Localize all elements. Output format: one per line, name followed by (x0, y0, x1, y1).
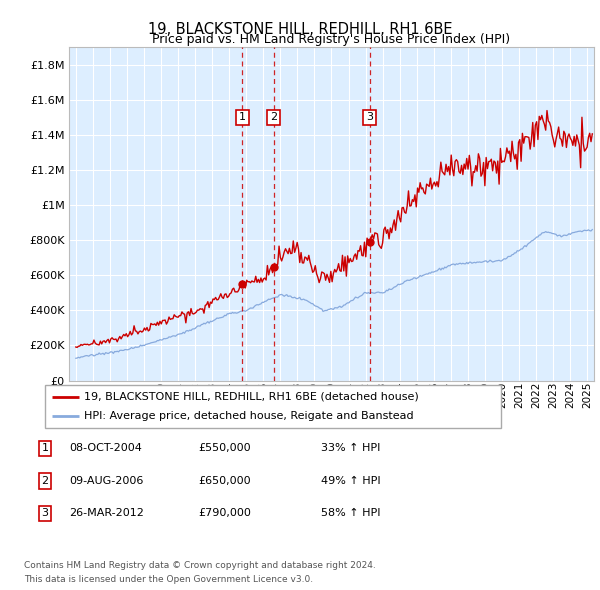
Title: Price paid vs. HM Land Registry's House Price Index (HPI): Price paid vs. HM Land Registry's House … (152, 33, 511, 46)
Text: 58% ↑ HPI: 58% ↑ HPI (321, 509, 380, 518)
Text: 19, BLACKSTONE HILL, REDHILL, RH1 6BE (detached house): 19, BLACKSTONE HILL, REDHILL, RH1 6BE (d… (84, 392, 419, 402)
Text: 1: 1 (239, 112, 246, 122)
Text: 3: 3 (41, 509, 49, 518)
Text: 09-AUG-2006: 09-AUG-2006 (69, 476, 143, 486)
Text: This data is licensed under the Open Government Licence v3.0.: This data is licensed under the Open Gov… (24, 575, 313, 584)
Text: £550,000: £550,000 (198, 444, 251, 453)
Text: 26-MAR-2012: 26-MAR-2012 (69, 509, 144, 518)
Text: 2: 2 (41, 476, 49, 486)
Text: Contains HM Land Registry data © Crown copyright and database right 2024.: Contains HM Land Registry data © Crown c… (24, 560, 376, 570)
Text: 3: 3 (366, 112, 373, 122)
Text: HPI: Average price, detached house, Reigate and Banstead: HPI: Average price, detached house, Reig… (84, 411, 413, 421)
Text: 2: 2 (270, 112, 277, 122)
Text: 49% ↑ HPI: 49% ↑ HPI (321, 476, 380, 486)
Text: £650,000: £650,000 (198, 476, 251, 486)
Text: £790,000: £790,000 (198, 509, 251, 518)
Text: 1: 1 (41, 444, 49, 453)
Text: 08-OCT-2004: 08-OCT-2004 (69, 444, 142, 453)
Text: 33% ↑ HPI: 33% ↑ HPI (321, 444, 380, 453)
Text: 19, BLACKSTONE HILL, REDHILL, RH1 6BE: 19, BLACKSTONE HILL, REDHILL, RH1 6BE (148, 22, 452, 37)
